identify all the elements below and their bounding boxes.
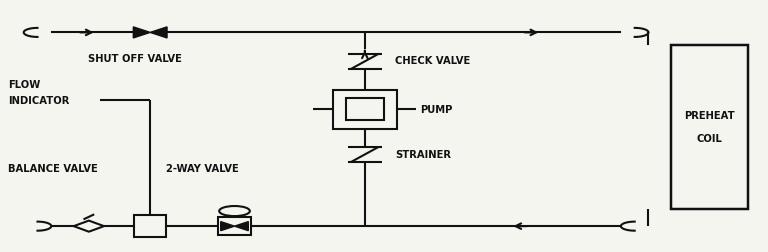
Text: 2-WAY VALVE: 2-WAY VALVE xyxy=(166,164,238,174)
Bar xyxy=(134,215,167,238)
Text: STRAINER: STRAINER xyxy=(396,150,452,160)
Polygon shape xyxy=(234,222,248,231)
Bar xyxy=(346,99,384,120)
Text: COIL: COIL xyxy=(697,134,723,143)
Text: BALANCE VALVE: BALANCE VALVE xyxy=(8,164,98,174)
Bar xyxy=(671,46,748,209)
Text: SHUT OFF VALVE: SHUT OFF VALVE xyxy=(88,53,182,63)
Polygon shape xyxy=(151,28,167,39)
Text: CHECK VALVE: CHECK VALVE xyxy=(396,56,471,66)
Bar xyxy=(333,90,397,129)
Text: PUMP: PUMP xyxy=(420,105,452,115)
Polygon shape xyxy=(220,222,234,231)
Text: PREHEAT: PREHEAT xyxy=(684,111,735,121)
Bar xyxy=(218,217,250,235)
Text: INDICATOR: INDICATOR xyxy=(8,96,70,106)
Polygon shape xyxy=(134,28,151,39)
Text: FLOW: FLOW xyxy=(8,80,41,90)
